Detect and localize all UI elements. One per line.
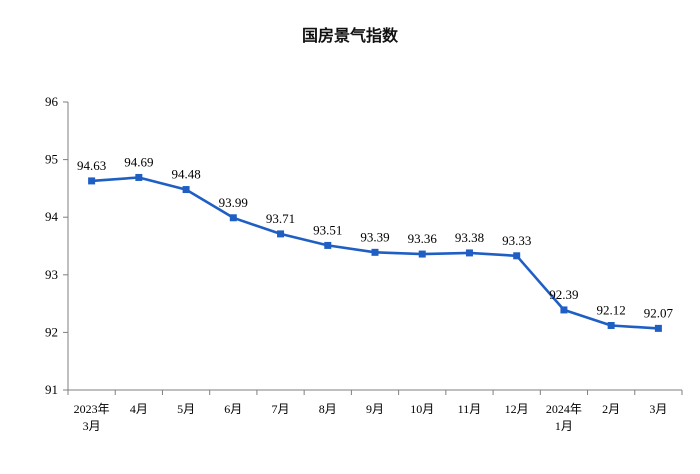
x-tick-label: 8月 [319,402,337,416]
data-labels: 94.63 94.69 94.48 93.99 93.71 93.51 93.39 93.36… [77,154,674,320]
x-tick-label-line: 2024年 [546,402,582,416]
data-point-marker [135,173,143,181]
axes [63,101,683,395]
y-tick-label: 94 [45,209,59,224]
data-point-marker [607,321,615,329]
y-tick-label: 91 [45,382,58,397]
x-tick-label-line: 5月 [177,402,195,416]
data-label: 93.38 [455,230,484,245]
x-tick-label-line: 12月 [505,402,529,416]
data-label: 93.36 [408,231,438,246]
data-label: 94.48 [171,167,200,182]
data-point-marker [88,177,96,185]
x-tick-label: 7月 [272,402,290,416]
data-label: 94.69 [124,154,153,169]
x-tick-label-line: 4月 [130,402,148,416]
x-tick-label-line: 3月 [649,402,667,416]
y-tick-label: 95 [45,152,58,167]
data-point-marker [229,214,237,222]
data-label: 94.63 [77,158,106,173]
x-tick-label: 10月 [410,402,434,416]
chart-title: 国房景气指数 [301,26,398,45]
x-tick-label: 3月 [649,402,667,416]
data-label: 92.12 [597,302,626,317]
x-tick-label: 4月 [130,402,148,416]
data-label: 93.33 [502,233,531,248]
data-point-marker [465,249,473,257]
x-tick-label: 11月 [458,402,482,416]
x-tick-label: 2023年 3月 [74,402,110,433]
data-point-marker [324,241,332,249]
x-tick-label: 2月 [602,402,620,416]
x-tick-label: 12月 [505,402,529,416]
data-label: 92.07 [644,305,674,320]
tick-labels: 91 92 93 94 95 96 2023年 3月 4月 5月 6月 7月 8月 9月 10月 11月 12月… [45,94,667,433]
data-point-marker [513,252,521,260]
x-tick-label: 2024年 1月 [546,402,582,433]
series-line [88,173,662,332]
y-tick-label: 96 [45,94,59,109]
y-tick-label: 92 [45,324,58,339]
data-label: 92.39 [549,287,578,302]
x-tick-label: 5月 [177,402,195,416]
data-point-marker [182,186,190,194]
data-point-marker [277,230,285,238]
x-tick-label: 6月 [224,402,242,416]
data-label: 93.51 [313,222,342,237]
data-point-marker [654,324,662,332]
x-tick-label-line: 10月 [410,402,434,416]
x-tick-label-line: 1月 [555,419,573,433]
x-tick-label-line: 3月 [83,419,101,433]
data-label: 93.99 [219,195,248,210]
data-label: 93.39 [360,229,389,244]
data-point-marker [560,306,568,314]
x-tick-label: 9月 [366,402,384,416]
x-tick-label-line: 2月 [602,402,620,416]
x-tick-label-line: 8月 [319,402,337,416]
y-tick-label: 93 [45,267,58,282]
x-tick-label-line: 2023年 [74,402,110,416]
x-tick-label-line: 11月 [458,402,482,416]
data-point-marker [371,248,379,256]
data-point-marker [418,250,426,258]
x-tick-label-line: 7月 [272,402,290,416]
x-tick-label-line: 6月 [224,402,242,416]
x-tick-label-line: 9月 [366,402,384,416]
data-label: 93.71 [266,211,295,226]
